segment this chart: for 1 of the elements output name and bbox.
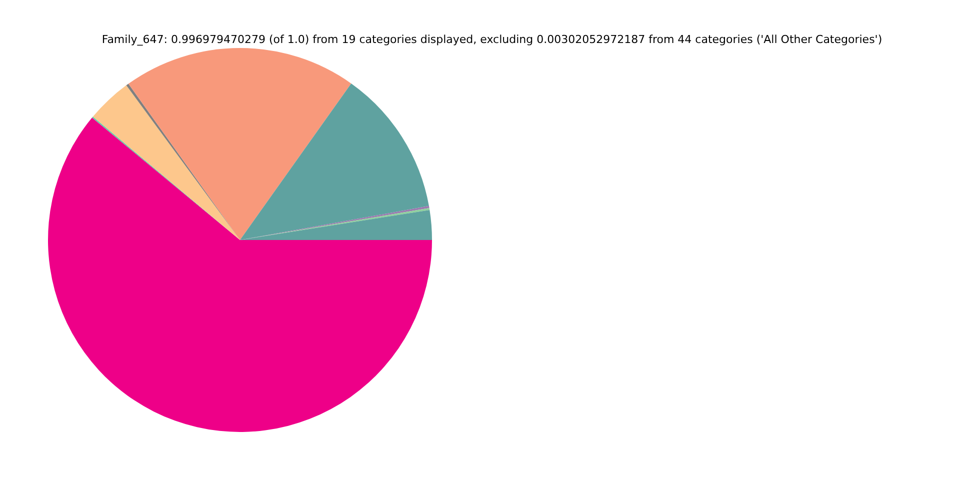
text: Family_647: 0.996979470279 (of 1.0) from 19 categories displayed, excluding 0.00302052972187 from 44 categories ('All Other Categories') <box>100 33 884 46</box>
